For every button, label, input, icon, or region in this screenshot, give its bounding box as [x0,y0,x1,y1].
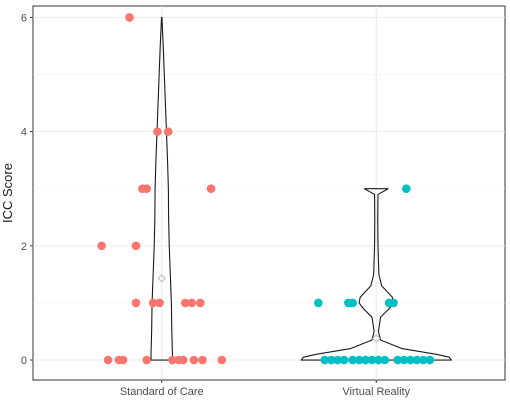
data-point [178,355,188,365]
mean-markers [157,274,381,343]
data-point [419,355,428,365]
data-points [97,13,435,365]
data-point [354,355,364,365]
data-point [402,184,411,194]
y-axis: 0 2 4 6 [21,12,33,367]
data-point [198,355,207,365]
data-point [399,355,409,365]
data-point [168,355,177,365]
y-tick-label: 0 [21,355,27,367]
data-point [142,355,152,365]
data-point [326,355,336,365]
data-point [196,298,205,308]
data-point [314,298,323,308]
data-point [320,355,330,365]
data-point [348,355,357,365]
panel-border [32,5,506,381]
data-point [189,355,199,365]
data-point [155,298,164,308]
data-point [393,355,403,365]
y-tick-label: 2 [21,241,27,253]
data-point [131,298,141,308]
y-axis-title: ICC Score [0,163,15,223]
data-point [125,13,134,22]
data-point [181,298,190,308]
data-point [103,355,113,365]
data-point [217,355,227,365]
x-tick-label: Standard of Care [120,386,204,398]
data-point [148,298,158,308]
mean-marker [372,334,381,343]
data-point [412,355,422,365]
data-point [118,355,128,365]
y-tick-label: 4 [21,127,27,139]
data-point [367,355,377,365]
x-tick-label: Virtual Reality [342,386,410,398]
data-point [339,355,349,365]
x-axis: Standard of Care Virtual Reality [120,380,411,398]
data-point [333,355,342,365]
mean-marker [157,274,166,283]
y-tick-label: 6 [21,12,27,24]
data-point [389,298,398,308]
data-point [380,355,390,365]
data-point [374,355,383,365]
data-point [163,127,173,136]
data-point [348,298,357,308]
data-point [361,355,370,365]
data-point [131,241,141,251]
data-point [187,298,197,308]
violin-virtual-reality [300,188,452,361]
data-point [153,127,162,136]
data-point [142,184,152,194]
data-point [206,184,216,194]
data-point [97,241,106,251]
data-point [425,355,435,365]
data-point [406,355,415,365]
